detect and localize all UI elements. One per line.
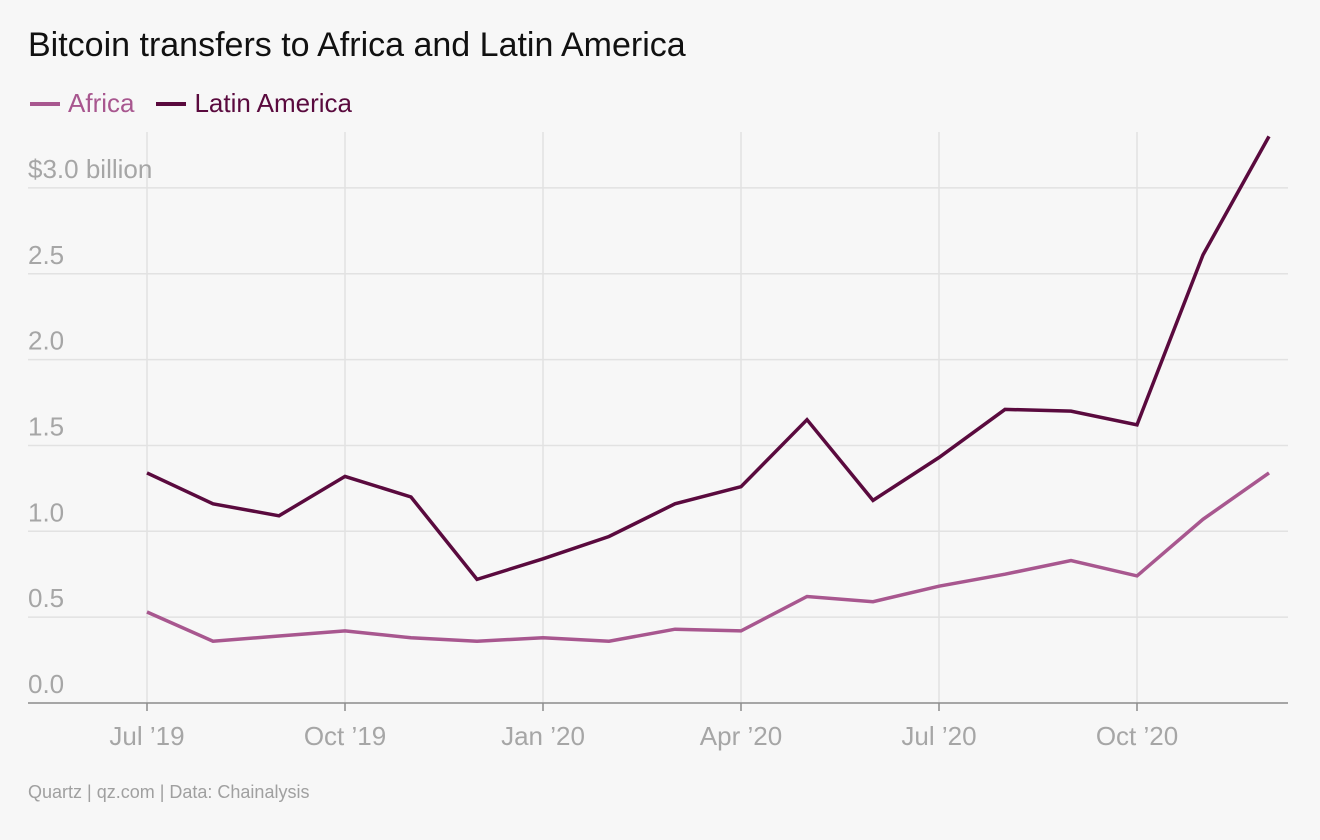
x-tick-label: Jul ’19	[109, 721, 184, 751]
y-tick-label: 0.5	[28, 583, 64, 613]
source-note: Quartz | qz.com | Data: Chainalysis	[28, 782, 310, 802]
chart-title: Bitcoin transfers to Africa and Latin Am…	[28, 26, 686, 64]
x-tick-label: Oct ’20	[1096, 721, 1178, 751]
y-tick-label: $3.0 billion	[28, 154, 152, 184]
x-tick-label: Oct ’19	[304, 721, 386, 751]
x-tick-label: Jan ’20	[501, 721, 585, 751]
y-tick-labels: 0.0 0.5 1.0 1.5 2.0 2.5 $3.0 billion	[28, 154, 152, 699]
series-line-africa	[146, 471, 1271, 643]
legend-swatch-africa	[30, 101, 60, 106]
y-tick-label: 1.0	[28, 497, 64, 527]
grid-layer	[28, 132, 1288, 711]
legend-label-africa: Africa	[68, 88, 135, 118]
x-tick-label: Apr ’20	[700, 721, 782, 751]
y-tick-label: 2.0	[28, 326, 64, 356]
legend-swatch-latin-america	[156, 101, 187, 106]
series-line-latin-america	[146, 135, 1271, 582]
y-tick-label: 0.0	[28, 669, 64, 699]
legend: Africa Latin America	[30, 88, 352, 119]
x-tick-label: Jul ’20	[901, 721, 976, 751]
legend-item-latin-america: Latin America	[156, 88, 352, 119]
y-tick-label: 1.5	[28, 411, 64, 441]
legend-label-latin-america: Latin America	[194, 88, 352, 118]
y-tick-label: 2.5	[28, 240, 64, 270]
legend-item-africa: Africa	[30, 88, 134, 119]
x-tick-labels: Jul ’19 Oct ’19 Jan ’20 Apr ’20 Jul ’20 Oct ’…	[109, 721, 1178, 751]
series-layer	[146, 135, 1271, 643]
